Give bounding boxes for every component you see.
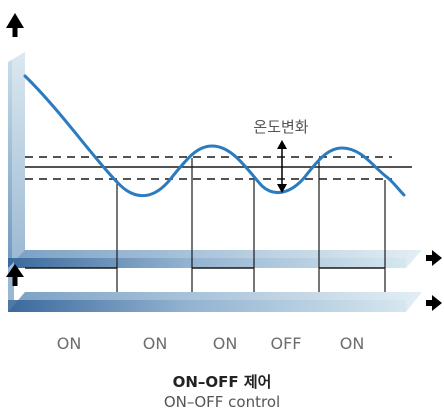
state-labels: ON ON ON OFF ON xyxy=(57,334,365,353)
time-axis-lower xyxy=(8,292,422,312)
right-arrow-icon xyxy=(426,295,442,311)
up-arrow-icon xyxy=(6,264,24,286)
temperature-change-label: 온도변화 xyxy=(253,118,308,136)
temperature-axis-side xyxy=(8,52,25,268)
switching-lines xyxy=(116,158,386,292)
temperature-curve xyxy=(23,74,406,198)
state-label: ON xyxy=(213,334,238,353)
time-axis-upper-face xyxy=(8,258,406,268)
state-label: ON xyxy=(143,334,168,353)
diagram-subtitle: ON–OFF control xyxy=(164,393,280,411)
state-label: ON xyxy=(340,334,365,353)
temperature-axis xyxy=(8,52,25,268)
temperature-change-arrow xyxy=(277,140,287,193)
arrow-down-head-icon xyxy=(277,184,287,193)
state-label: OFF xyxy=(271,334,302,353)
arrow-up-head-icon xyxy=(277,140,287,149)
temperature-axis-face xyxy=(8,60,12,268)
right-arrow-icon xyxy=(426,250,442,266)
up-arrow-icon xyxy=(6,13,24,37)
time-axis-upper xyxy=(8,250,422,268)
diagram-title: ON–OFF 제어 xyxy=(173,373,272,391)
state-label: ON xyxy=(57,334,82,353)
time-axis-lower-face xyxy=(8,300,406,312)
